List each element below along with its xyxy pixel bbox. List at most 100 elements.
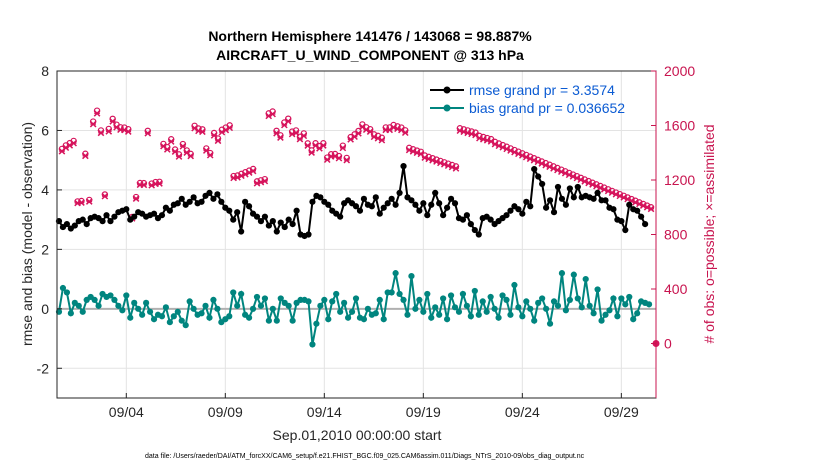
rmse-point bbox=[550, 209, 558, 216]
bias-point bbox=[594, 286, 601, 293]
obs-assimilated-point bbox=[101, 192, 109, 200]
obs-assimilated-point bbox=[132, 195, 140, 202]
bias-point bbox=[436, 311, 443, 318]
obs-assimilated-point bbox=[355, 130, 362, 137]
bias-point bbox=[380, 316, 387, 323]
bias-point bbox=[523, 298, 530, 305]
bias-point bbox=[210, 296, 217, 303]
bias-point bbox=[261, 295, 269, 302]
rmse-point bbox=[400, 163, 407, 170]
rmse-series bbox=[55, 163, 649, 240]
bias-point bbox=[226, 313, 233, 320]
bias-point bbox=[146, 308, 154, 315]
obs-assimilated-point bbox=[261, 177, 269, 185]
bias-point bbox=[127, 314, 134, 321]
bias-point bbox=[396, 290, 403, 298]
rmse-point bbox=[309, 198, 316, 205]
rmse-point bbox=[79, 216, 86, 223]
rmse-point bbox=[277, 219, 284, 226]
bias-point bbox=[123, 292, 130, 299]
bias-point bbox=[337, 308, 344, 315]
bias-point bbox=[531, 317, 538, 324]
obs-assimilated-point bbox=[366, 128, 374, 135]
bias-point bbox=[63, 289, 71, 296]
obs-assimilated-point bbox=[179, 143, 187, 150]
bias-point bbox=[558, 270, 566, 277]
bias-point bbox=[285, 302, 292, 309]
bias-series bbox=[55, 270, 653, 348]
rmse-point bbox=[226, 207, 233, 214]
obs-assimilated-point bbox=[82, 152, 89, 160]
bias-point bbox=[562, 307, 570, 314]
bias-point bbox=[150, 316, 158, 323]
bias-point bbox=[424, 290, 431, 298]
plot-area bbox=[57, 71, 656, 398]
obs-assimilated-point bbox=[70, 139, 77, 147]
bias-point bbox=[487, 293, 494, 301]
rmse-point bbox=[618, 218, 625, 225]
rmse-point bbox=[285, 216, 292, 223]
rmse-point bbox=[131, 213, 138, 220]
bias-point bbox=[527, 305, 534, 312]
x-tick-label: 09/29 bbox=[604, 404, 639, 420]
bias-point bbox=[574, 295, 581, 302]
rmse-point bbox=[198, 198, 205, 205]
bias-point bbox=[598, 317, 605, 324]
rmse-point bbox=[174, 200, 181, 207]
rmse-point bbox=[570, 194, 577, 201]
bias-point bbox=[214, 305, 221, 312]
bias-point bbox=[578, 304, 585, 311]
rmse-point bbox=[539, 180, 546, 188]
obs-assimilated-point bbox=[85, 198, 93, 205]
obs-assimilated-point bbox=[175, 153, 183, 160]
y-left-tick-label: -2 bbox=[37, 360, 50, 376]
rmse-point bbox=[638, 213, 645, 220]
bias-point bbox=[317, 302, 324, 309]
rmse-point bbox=[111, 213, 118, 220]
bias-point bbox=[376, 296, 383, 303]
bias-point bbox=[135, 305, 142, 312]
bias-point bbox=[416, 296, 423, 303]
bias-point bbox=[432, 304, 439, 311]
bias-point bbox=[59, 284, 67, 292]
rmse-point bbox=[420, 200, 427, 207]
bias-point bbox=[305, 298, 312, 305]
bias-point bbox=[321, 296, 328, 303]
bias-point bbox=[451, 304, 459, 311]
rmse-point bbox=[602, 197, 609, 204]
bias-point bbox=[190, 305, 197, 312]
obs-assimilated-point bbox=[187, 152, 195, 160]
bias-point bbox=[131, 299, 138, 306]
bias-point bbox=[289, 317, 296, 324]
y-left-tick-label: 4 bbox=[41, 182, 49, 198]
rmse-point bbox=[527, 203, 534, 210]
rmse-point bbox=[388, 195, 395, 202]
rmse-point bbox=[360, 195, 368, 202]
rmse-point bbox=[467, 220, 474, 228]
bias-point bbox=[459, 290, 467, 298]
bias-point bbox=[570, 271, 577, 278]
obs-assimilated-point bbox=[144, 129, 152, 137]
bias-point bbox=[463, 302, 470, 309]
bias-point bbox=[412, 305, 419, 312]
obs-assimilated-point bbox=[199, 128, 206, 136]
legend-bias-label: bias grand pr = 0.036652 bbox=[469, 100, 625, 116]
rmse-point bbox=[507, 207, 514, 214]
rmse-point bbox=[392, 201, 399, 208]
bias-point bbox=[341, 299, 348, 306]
rmse-point bbox=[281, 223, 288, 231]
bias-point bbox=[158, 313, 166, 320]
rmse-point bbox=[234, 209, 241, 216]
bias-point bbox=[428, 314, 435, 321]
bias-point bbox=[586, 302, 593, 309]
y-right-tick-label: 400 bbox=[664, 281, 688, 297]
bias-point bbox=[174, 308, 181, 315]
bias-point bbox=[352, 295, 360, 302]
bias-point bbox=[253, 293, 261, 301]
obs-assimilated-point bbox=[226, 124, 234, 132]
y-left-tick-label: 2 bbox=[41, 241, 49, 257]
bias-point bbox=[75, 302, 82, 309]
rmse-point bbox=[317, 194, 324, 201]
bias-point bbox=[582, 275, 589, 283]
bias-point bbox=[344, 314, 352, 321]
